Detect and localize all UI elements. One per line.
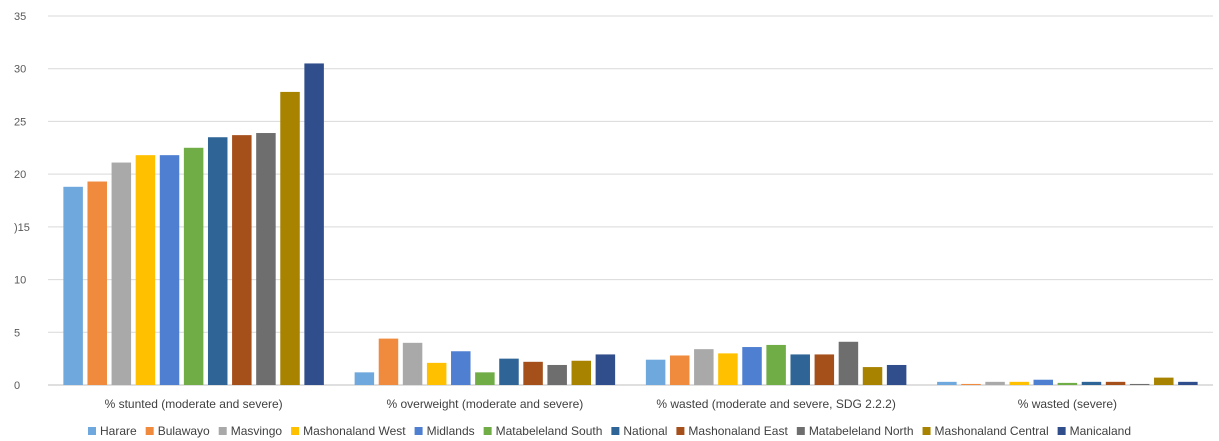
legend-swatch — [218, 427, 227, 435]
bar-national — [1081, 381, 1102, 385]
bar-matabeleland-north — [547, 364, 567, 385]
x-axis-categories: % stunted (moderate and severe) % overwei… — [105, 397, 1117, 411]
bar-matabeleland-south — [475, 372, 495, 385]
bar-mashonaland-west — [426, 362, 447, 385]
bar-mashonaland-west — [1009, 381, 1029, 385]
category-label: % stunted (moderate and severe) — [105, 397, 283, 411]
bar-matabeleland-north — [1129, 383, 1150, 385]
bar-masvingo — [111, 162, 132, 385]
legend-swatch — [414, 427, 423, 435]
bar-bulawayo — [669, 355, 690, 385]
legend-label: Harare — [100, 424, 137, 438]
bar-manicaland — [595, 354, 616, 385]
bar-midlands — [1033, 379, 1054, 385]
legend-label: National — [623, 424, 667, 438]
legend-item: Manicaland — [1057, 424, 1131, 438]
y-tick-label: 35 — [14, 11, 26, 23]
bar-manicaland — [1178, 381, 1198, 385]
bar-matabeleland-south — [766, 344, 786, 385]
legend-swatch — [291, 427, 300, 435]
bar-mashonaland-east — [523, 361, 543, 385]
bar-harare — [645, 359, 666, 385]
legend-label: Mashonaland East — [688, 424, 788, 438]
y-tick-label: 20 — [14, 169, 26, 181]
legend-swatch — [483, 427, 492, 435]
bar-harare — [354, 372, 375, 385]
legend-label: Mashonaland Central — [935, 424, 1049, 438]
legend-label: Matabeleland North — [809, 424, 914, 438]
legend-swatch — [676, 427, 685, 435]
y-tick-label: 0 — [14, 380, 20, 392]
bar-manicaland — [886, 364, 907, 385]
bar-mashonaland-west — [718, 353, 738, 385]
bar-bulawayo — [87, 181, 107, 385]
bars — [63, 63, 1198, 385]
bar-matabeleland-north — [256, 133, 276, 385]
legend-swatch — [1057, 427, 1066, 435]
bar-mashonaland-west — [135, 155, 156, 385]
legend-item: Masvingo — [218, 424, 283, 438]
bar-masvingo — [402, 342, 423, 385]
legend-swatch — [611, 427, 620, 435]
legend-item: Matabeleland South — [483, 424, 603, 438]
bar-harare — [63, 186, 83, 385]
legend-label: Masvingo — [231, 424, 283, 438]
bar-matabeleland-south — [1057, 382, 1078, 385]
bar-masvingo — [694, 349, 714, 385]
legend-item: Matabeleland North — [796, 424, 914, 438]
y-axis-ticks: 0 5 10 )15 20 25 30 35 — [14, 11, 30, 392]
bar-matabeleland-south — [183, 147, 204, 385]
legend-label: Midlands — [427, 424, 475, 438]
bar-midlands — [742, 347, 762, 385]
bar-midlands — [451, 351, 471, 385]
category-label: % overweight (moderate and severe) — [386, 397, 583, 411]
y-tick-label: 25 — [14, 116, 26, 128]
y-tick-label: )15 — [14, 222, 30, 234]
bar-national — [790, 354, 810, 385]
bar-mashonaland-central — [1154, 377, 1174, 385]
bar-mashonaland-east — [1105, 381, 1126, 385]
legend-swatch — [796, 427, 805, 435]
legend-label: Manicaland — [1070, 424, 1131, 438]
legend-swatch — [922, 427, 931, 435]
legend-label: Matabeleland South — [496, 424, 603, 438]
legend-swatch — [145, 427, 154, 435]
category-label: % wasted (severe) — [1018, 397, 1117, 411]
y-tick-label: 30 — [14, 64, 26, 76]
bar-national — [499, 358, 519, 385]
bar-national — [207, 137, 228, 385]
legend-item: Mashonaland West — [291, 424, 406, 438]
y-tick-label: 5 — [14, 327, 20, 339]
legend-item: Bulawayo — [145, 424, 210, 438]
bar-mashonaland-east — [232, 135, 252, 385]
bar-midlands — [159, 155, 180, 385]
legend-label: Mashonaland West — [303, 424, 406, 438]
bar-matabeleland-north — [838, 341, 859, 385]
y-tick-label: 10 — [14, 275, 26, 287]
legend-item: Midlands — [414, 424, 475, 438]
bar-mashonaland-central — [862, 367, 883, 385]
bar-mashonaland-central — [280, 91, 300, 385]
bar-harare — [937, 381, 957, 385]
bar-masvingo — [985, 381, 1005, 385]
legend: Harare Bulawayo Masvingo Mashonaland West Mi… — [88, 424, 1131, 438]
legend-swatch — [88, 427, 96, 435]
legend-label: Bulawayo — [158, 424, 210, 438]
bar-bulawayo — [378, 338, 399, 385]
bar-manicaland — [304, 63, 324, 385]
legend-item: Mashonaland East — [676, 424, 788, 438]
category-label: % wasted (moderate and severe, SDG 2.2.2… — [656, 397, 895, 411]
legend-item: Mashonaland Central — [922, 424, 1049, 438]
bar-mashonaland-central — [571, 360, 592, 385]
bar-mashonaland-east — [814, 354, 835, 385]
legend-item: National — [611, 424, 667, 438]
legend-item: Harare — [88, 424, 137, 438]
bar-bulawayo — [961, 383, 981, 385]
